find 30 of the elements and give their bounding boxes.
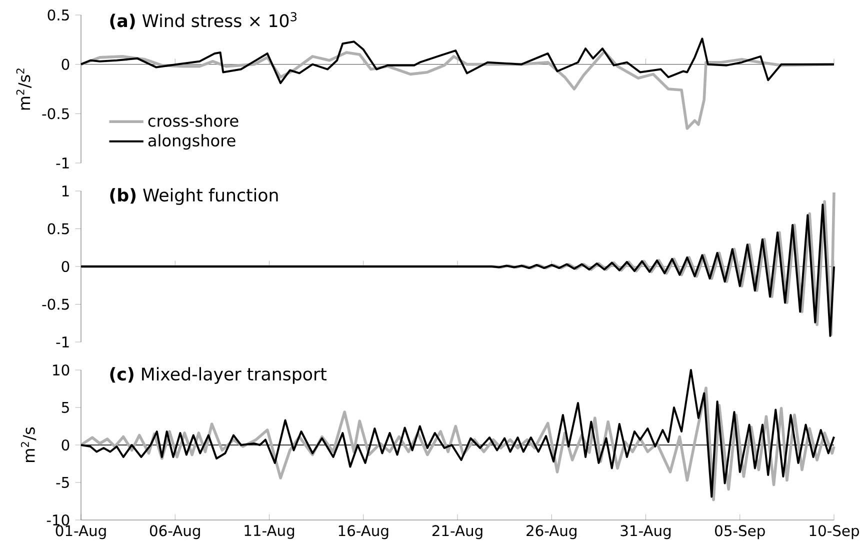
x-tick-label: 21-Aug xyxy=(432,525,482,540)
y-tick-label: 10 xyxy=(53,364,70,376)
y-tick-label: 0 xyxy=(62,58,70,70)
chart-title: (c) Mixed-layer transport xyxy=(110,367,326,384)
y-tick-label: 0 xyxy=(62,439,70,451)
x-tick-label: 11-Aug xyxy=(244,525,294,539)
y-axis-title: m$^{2}$/s xyxy=(20,427,36,462)
legend-label: alongshore xyxy=(148,134,236,150)
chart-title: (a) Wind stress × 10$^{3}$ xyxy=(110,12,297,30)
y-tick-label: 0.5 xyxy=(48,223,69,234)
y-tick-label: -0.5 xyxy=(42,108,69,120)
x-tick-label: 01-Aug xyxy=(56,525,106,540)
chart-title: (b) Weight function xyxy=(110,188,278,205)
x-tick-label: 05-Sep xyxy=(715,525,765,540)
y-tick-label: -1 xyxy=(56,336,69,348)
y-tick-label: -10 xyxy=(46,514,70,526)
y-axis-title: m$^{2}$/s$^{2}$ xyxy=(16,68,32,110)
x-tick-label: 31-Aug xyxy=(620,525,671,540)
y-tick-label: -0.5 xyxy=(42,298,69,310)
y-tick-label: 0.5 xyxy=(48,9,69,21)
x-tick-label: 06-Aug xyxy=(150,525,200,540)
y-tick-label: 1 xyxy=(62,186,69,196)
y-tick-label: 0 xyxy=(62,260,70,272)
y-tick-label: 5 xyxy=(62,402,69,413)
x-tick-label: 16-Aug xyxy=(338,525,388,540)
y-tick-label: -5 xyxy=(56,477,69,488)
x-tick-label: 10-Sep xyxy=(810,525,860,540)
y-tick-label: -1 xyxy=(56,158,69,168)
legend-label: cross-shore xyxy=(148,114,238,127)
x-tick-label: 26-Aug xyxy=(526,525,576,540)
